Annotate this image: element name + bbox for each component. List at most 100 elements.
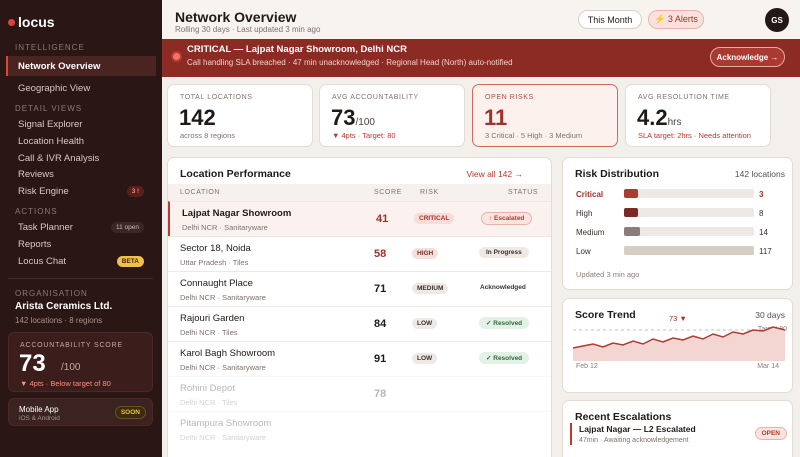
status-badge: In Progress (479, 247, 529, 258)
kpi-note: ▼ 4pts · Target: 80 (332, 131, 396, 140)
trend-range[interactable]: 30 days (755, 310, 785, 320)
period-selector-button[interactable]: This Month (578, 10, 642, 29)
sidebar-item-label: Call & IVR Analysis (18, 152, 100, 164)
section-label-actions: ACTIONS (15, 207, 58, 216)
risk-row-critical[interactable]: Critical 3 (576, 189, 791, 201)
alerts-button[interactable]: ⚡ 3 Alerts (648, 10, 704, 29)
col-location[interactable]: LOCATION (180, 189, 221, 196)
sidebar-item-locus-chat[interactable]: Locus Chat BETA (6, 251, 156, 271)
table-row[interactable]: Karol Bagh Showroom Delhi NCR · Sanitary… (168, 341, 551, 376)
risk-bar-track (624, 189, 754, 198)
status-badge: ✓ Resolved (479, 317, 530, 329)
location-meta: Delhi NCR · Tiles (180, 398, 238, 407)
sidebar-item-label: Geographic View (18, 82, 91, 94)
location-meta: Delhi NCR · Sanitaryware (180, 293, 266, 302)
sidebar-item-risk-engine[interactable]: Risk Engine 3 ! (6, 181, 156, 201)
sidebar-divider (8, 278, 153, 279)
panel-title: Recent Escalations (575, 411, 672, 423)
table-row[interactable]: Pitampura Showroom Delhi NCR · Sanitaryw… (168, 411, 551, 446)
table-row[interactable]: Sector 18, Noida Uttar Pradesh · Tiles 5… (168, 236, 551, 271)
col-risk[interactable]: RISK (420, 189, 439, 196)
sidebar-item-call-ivr-analysis[interactable]: Call & IVR Analysis (6, 148, 156, 168)
risk-row-low[interactable]: Low 117 (576, 246, 791, 258)
accountability-score-card[interactable]: ACCOUNTABILITY SCORE 73 /100 ▼ 4pts · Be… (8, 332, 153, 392)
risk-count: 117 (759, 247, 772, 256)
sidebar: locus INTELLIGENCE Network Overview Geog… (0, 0, 162, 457)
risk-total: 142 locations (734, 169, 785, 179)
risk-badge: MEDIUM (412, 283, 449, 294)
location-meta: Uttar Pradesh · Tiles (180, 258, 249, 267)
sidebar-item-label: Task Planner (18, 221, 73, 233)
sidebar-item-task-planner[interactable]: Task Planner 11 open (6, 217, 156, 237)
kpi-avg-accountability[interactable]: AVG ACCOUNTABILITY 73/100 ▼ 4pts · Targe… (319, 84, 465, 147)
task-planner-badge: 11 open (110, 221, 144, 233)
mobile-app-sub: iOS & Android (19, 415, 60, 422)
risk-count: 3 (759, 190, 764, 199)
sidebar-item-label: Reviews (18, 168, 54, 180)
kpi-open-risks[interactable]: OPEN RISKS 11 3 Critical · 5 High · 3 Me… (472, 84, 618, 147)
escalation-item[interactable]: Lajpat Nagar — L2 Escalated 47min · Awai… (570, 423, 787, 445)
table-row[interactable]: Rajouri Garden Delhi NCR · Tiles 84 LOW … (168, 306, 551, 341)
sidebar-item-reports[interactable]: Reports (6, 234, 156, 254)
location-name: Rajouri Garden (180, 313, 245, 324)
table-row[interactable]: Rohini Depot Delhi NCR · Tiles 78 (168, 376, 551, 411)
location-name: Lajpat Nagar Showroom (182, 208, 292, 219)
org-meta: 142 locations · 8 regions (15, 316, 103, 325)
kpi-value: 142 (179, 105, 216, 130)
risk-row-medium[interactable]: Medium 14 (576, 227, 791, 239)
col-score[interactable]: SCORE (374, 189, 402, 196)
risk-bar-track (624, 227, 754, 236)
kpi-label: TOTAL LOCATIONS (180, 94, 253, 101)
banner-title: CRITICAL — Lajpat Nagar Showroom, Delhi … (187, 44, 407, 55)
page-title: Network Overview (175, 9, 297, 25)
location-score: 41 (376, 213, 389, 225)
sidebar-item-geographic-view[interactable]: Geographic View (6, 78, 156, 98)
critical-banner: CRITICAL — Lajpat Nagar Showroom, Delhi … (162, 39, 800, 77)
location-score: 91 (374, 353, 387, 365)
kpi-value: 4.2hrs (637, 105, 682, 130)
location-meta: Delhi NCR · Sanitaryware (182, 223, 268, 232)
sidebar-item-network-overview[interactable]: Network Overview (6, 56, 156, 76)
recent-escalations-panel: Recent Escalations Lajpat Nagar — L2 Esc… (562, 400, 793, 457)
table-row[interactable]: Connaught Place Delhi NCR · Sanitaryware… (168, 271, 551, 306)
escalation-sub: 47min · Awaiting acknowledgement (579, 437, 689, 444)
location-name: Pitampura Showroom (180, 418, 272, 429)
trend-x-end: Mar 14 (757, 363, 779, 370)
risk-count: 8 (759, 209, 764, 218)
avatar[interactable]: GS (765, 8, 789, 32)
sidebar-item-signal-explorer[interactable]: Signal Explorer (6, 114, 156, 134)
escalation-status-badge: OPEN (754, 427, 787, 440)
location-meta: Delhi NCR · Sanitaryware (180, 363, 266, 372)
risk-bar (624, 246, 754, 255)
kpi-avg-resolution-time[interactable]: AVG RESOLUTION TIME 4.2hrs SLA target: 2… (625, 84, 771, 147)
location-meta: Delhi NCR · Sanitaryware (180, 433, 266, 442)
risk-badge: CRITICAL (414, 213, 455, 224)
kpi-total-locations[interactable]: TOTAL LOCATIONS 142 across 8 regions (167, 84, 313, 147)
alert-dot-icon (173, 53, 180, 60)
brand-dot-icon (8, 18, 15, 26)
mobile-app-card[interactable]: Mobile App iOS & Android SOON (8, 398, 153, 426)
section-label-intelligence: INTELLIGENCE (15, 43, 85, 52)
risk-row-high[interactable]: High 8 (576, 208, 791, 220)
escalation-title: Lajpat Nagar — L2 Escalated (579, 424, 696, 434)
location-performance-panel: Location Performance View all 142 → LOCA… (167, 157, 552, 457)
acknowledge-button[interactable]: Acknowledge → (710, 47, 785, 67)
view-all-link[interactable]: View all 142 → (466, 169, 523, 179)
location-name: Karol Bagh Showroom (180, 348, 276, 359)
panel-title: Score Trend (575, 309, 636, 321)
risk-bar-track (624, 208, 754, 217)
status-badge: Acknowledged (480, 284, 526, 291)
kpi-note: SLA target: 2hrs · Needs attention (638, 131, 751, 140)
col-status[interactable]: STATUS (508, 189, 539, 196)
sidebar-item-location-health[interactable]: Location Health (6, 131, 156, 151)
kpi-value: 11 (484, 105, 508, 130)
table-row[interactable]: Lajpat Nagar Showroom Delhi NCR · Sanita… (168, 201, 551, 236)
sidebar-item-label: Network Overview (18, 60, 101, 72)
risk-bar (624, 189, 638, 198)
brand-logo[interactable]: locus (8, 14, 55, 30)
sidebar-item-reviews[interactable]: Reviews (6, 164, 156, 184)
risk-updated: Updated 3 min ago (576, 270, 640, 279)
kpi-label: OPEN RISKS (485, 94, 534, 101)
page-subtitle: Rolling 30 days · Last updated 3 min ago (175, 25, 321, 34)
risk-badge: HIGH (412, 248, 439, 259)
